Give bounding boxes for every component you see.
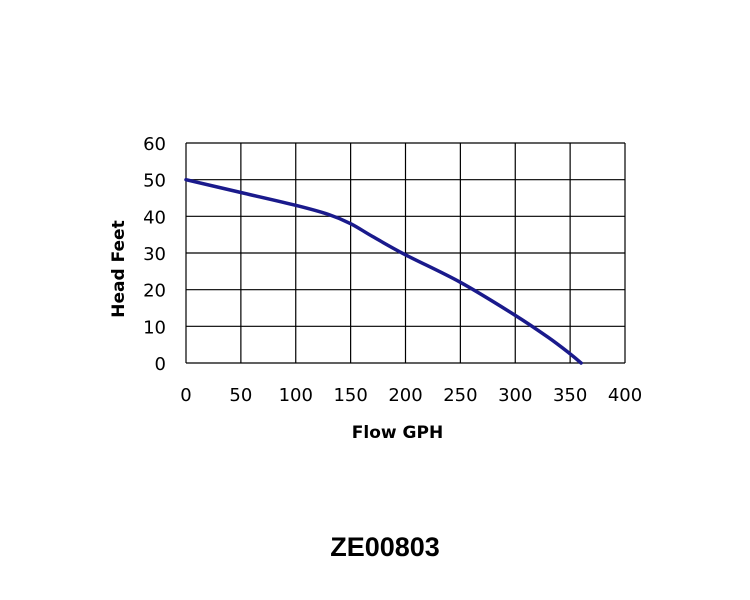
x-tick-label: 50 xyxy=(229,385,252,406)
y-tick-label: 50 xyxy=(143,171,166,192)
y-tick-label: 40 xyxy=(143,207,166,228)
y-tick-label: 20 xyxy=(143,281,166,302)
tick-labels: 0 50 100 150 200 250 300 350 400 0 10 20 30 40 50 60 xyxy=(143,134,642,406)
x-tick-label: 200 xyxy=(388,385,422,406)
y-tick-label: 30 xyxy=(143,244,166,265)
y-tick-label: 0 xyxy=(155,354,166,375)
series-layer xyxy=(184,177,583,365)
y-tick-label: 60 xyxy=(143,134,166,155)
x-tick-label: 0 xyxy=(180,385,191,406)
x-tick-label: 300 xyxy=(498,385,532,406)
x-axis-title: Flow GPH xyxy=(352,423,443,443)
model-number: ZE00803 xyxy=(330,532,440,562)
y-tick-label: 10 xyxy=(143,317,166,338)
x-tick-label: 350 xyxy=(553,385,587,406)
x-tick-label: 250 xyxy=(443,385,477,406)
x-tick-label: 100 xyxy=(279,385,313,406)
series-line xyxy=(184,177,583,365)
y-axis-title: Head Feet xyxy=(109,220,129,317)
x-tick-label: 150 xyxy=(333,385,367,406)
x-tick-label: 400 xyxy=(608,385,642,406)
